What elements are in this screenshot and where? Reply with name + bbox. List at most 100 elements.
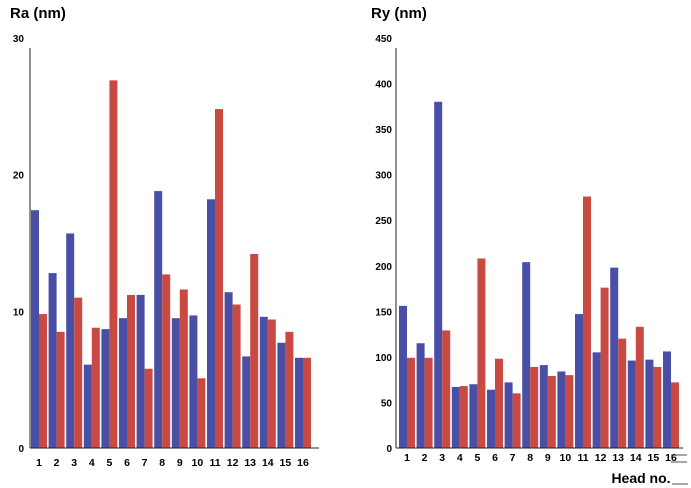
y-tick-label-ry: 250 [375,216,392,227]
bar-ra-s1-9 [179,289,188,448]
bar-ra-s0-9 [171,318,180,448]
x-category-label-ry: 10 [560,452,572,464]
bar-ra-s1-2 [56,331,65,448]
y-tick-label-ry: 350 [375,125,392,136]
bar-ry-s1-13 [618,338,627,448]
bar-ry-s0-8 [522,262,531,448]
bar-ry-s1-8 [530,366,539,448]
bar-ry-s0-3 [434,101,443,449]
bar-ra-s0-11 [207,199,215,448]
x-category-label-ra: 5 [106,457,112,469]
bar-ry-s0-9 [539,365,548,448]
bar-ra-s0-12 [224,292,233,448]
bar-ra-s1-1 [39,314,47,448]
bar-ra-s1-8 [162,274,171,448]
bar-ry-s1-12 [600,287,609,448]
y-tick-label-ry: 200 [375,262,392,273]
x-category-label-ry: 4 [457,452,463,464]
x-category-label-ry: 1 [404,452,410,464]
y-tick-label-ry: 0 [386,444,392,455]
bar-ry-s1-9 [547,376,556,448]
bar-ry-s0-10 [557,371,566,448]
x-category-label-ry: 5 [474,452,480,464]
bar-ry-s1-10 [565,375,574,448]
x-category-label-ry: 16 [665,452,677,464]
bar-ry-s0-12 [592,352,601,448]
bar-ry-s1-14 [635,326,644,448]
bar-ry-s1-3 [442,330,451,448]
bar-ra-s1-16 [303,357,311,448]
bar-ra-s1-4 [91,327,100,448]
bar-ry-s0-15 [645,359,654,448]
bar-ra-s0-1 [31,210,39,448]
x-category-label-ra: 3 [71,457,77,469]
bar-ra-s1-6 [127,294,135,448]
bar-ry-s1-16 [671,382,679,448]
y-tick-label-ry: 50 [381,398,393,409]
bar-ra-s1-7 [144,368,153,448]
y-tick-label-ra: 30 [13,34,25,45]
x-category-label-ry: 7 [510,452,516,464]
x-category-label-ry: 13 [612,452,624,464]
bar-ra-s0-16 [295,357,303,448]
x-category-label-ry: 2 [422,452,428,464]
bar-ra-s0-10 [189,315,198,448]
x-category-label-ra: 10 [192,457,204,469]
y-tick-label-ry: 450 [375,34,392,45]
x-category-label-ry: 6 [492,452,498,464]
bar-ry-s0-7 [504,382,513,448]
y-tick-label-ry: 100 [375,353,392,364]
bar-ra-s1-5 [109,80,118,448]
bar-ra-s1-15 [285,331,294,448]
x-category-label-ra: 13 [244,457,256,469]
bar-ry-s1-2 [424,357,433,448]
y-tick-label-ry: 150 [375,307,392,318]
x-category-label-ra: 6 [124,457,130,469]
x-category-label-ra: 8 [159,457,165,469]
x-category-label-ry: 15 [648,452,660,464]
x-category-label-ry: 12 [595,452,607,464]
bar-ra-s0-4 [83,364,92,448]
x-category-label-ry: 11 [577,452,588,464]
x-category-label-ra: 7 [142,457,148,469]
bar-ra-s1-11 [215,109,223,449]
x-category-label-ry: 9 [545,452,551,464]
bar-ry-s0-4 [451,386,460,448]
bar-ra-s0-7 [136,294,145,448]
bar-ra-s0-15 [277,342,286,448]
bar-ra-s1-14 [267,319,276,448]
x-category-label-ry: 3 [439,452,445,464]
x-axis-label-ry: Head no. [611,470,670,486]
bar-ra-s0-5 [101,329,110,448]
bar-ra-s0-8 [154,191,163,449]
bar-ra-s0-14 [259,316,268,448]
x-category-label-ra: 9 [177,457,183,469]
x-category-label-ra: 15 [280,457,292,469]
bar-ry-s1-1 [407,357,415,448]
bar-ra-s1-10 [197,378,206,448]
bar-ry-s0-2 [416,343,425,448]
x-category-label-ra: 14 [262,457,274,469]
bar-ry-s1-5 [477,258,486,448]
bar-ry-s1-7 [512,393,521,448]
x-category-label-ry: 8 [527,452,533,464]
bar-ry-s1-15 [653,366,662,448]
bar-ra-s0-6 [119,318,127,448]
bar-ra-s1-12 [232,304,241,448]
bar-ra-s1-3 [74,297,83,448]
bar-ry-s0-16 [663,351,671,448]
bar-ry-s0-1 [399,305,407,448]
bar-ra-s0-13 [242,356,251,448]
x-category-label-ra: 16 [297,457,309,469]
bar-ra-s1-13 [250,253,259,448]
x-category-label-ry: 14 [630,452,642,464]
x-category-label-ra: 4 [89,457,95,469]
bar-ry-s1-4 [459,386,468,448]
bar-ry-s1-6 [495,358,503,448]
bar-ra-s0-2 [48,273,57,448]
bar-ry-s0-11 [575,314,583,448]
bar-ry-s0-13 [610,267,619,448]
